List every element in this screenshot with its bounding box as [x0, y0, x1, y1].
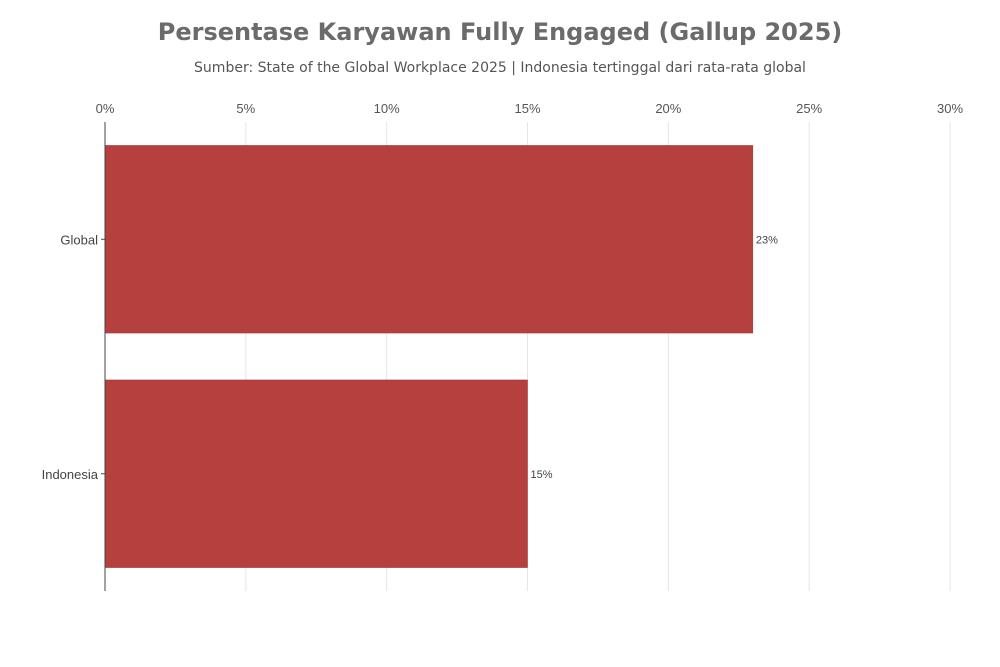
x-tick-label: 20%: [655, 101, 681, 116]
y-axis-categories: Global Indonesia: [42, 232, 105, 482]
x-tick-label: 5%: [236, 101, 255, 116]
x-axis-ticks: 0% 5% 10% 15% 20% 25% 30%: [96, 101, 964, 116]
data-label-indonesia: 15%: [531, 469, 553, 481]
x-tick-label: 10%: [374, 101, 400, 116]
x-tick-label: 0%: [96, 101, 115, 116]
x-tick-label: 30%: [937, 101, 963, 116]
bars: [104, 145, 754, 568]
data-labels: 23% 15%: [531, 234, 779, 481]
category-label-global: Global: [60, 232, 98, 247]
category-label-indonesia: Indonesia: [42, 467, 99, 482]
x-tick-label: 25%: [796, 101, 822, 116]
data-label-global: 23%: [756, 234, 778, 246]
chart-title: Persentase Karyawan Fully Engaged (Gallu…: [157, 18, 843, 46]
chart-subtitle: Sumber: State of the Global Workplace 20…: [194, 60, 806, 76]
bar-global: [104, 145, 754, 334]
x-tick-label: 15%: [514, 101, 540, 116]
bar-indonesia: [104, 379, 528, 568]
